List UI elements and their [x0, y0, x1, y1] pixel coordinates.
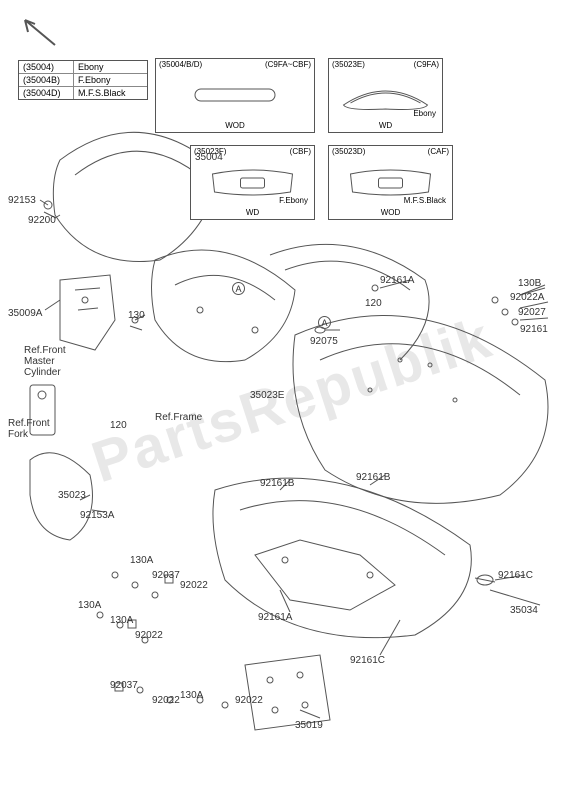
- callout-label: 92022A: [510, 292, 544, 303]
- callout-label: 130A: [78, 600, 101, 611]
- variant-left-code: (35023D): [332, 147, 365, 156]
- callout-label: 92037: [110, 680, 138, 691]
- callout-label: 92161C: [498, 570, 533, 581]
- variant-box: (35023D) (CAF) M.F.S.Black WOD: [328, 145, 453, 220]
- callout-label: A: [318, 316, 331, 329]
- callout-label: 92161B: [356, 472, 390, 483]
- variant-box: (35023E) (C9FA) Ebony WD: [328, 58, 443, 133]
- variant-bottom-label: WD: [329, 120, 442, 131]
- variant-shape: [156, 70, 314, 120]
- callout-label: 92022: [135, 630, 163, 641]
- callout-label: 92200: [28, 215, 56, 226]
- variant-right-code: (C9FA): [414, 60, 439, 69]
- callout-label: 92022: [235, 695, 263, 706]
- variant-left-code: (35004/B/D): [159, 60, 202, 69]
- callout-label: 92027: [518, 307, 546, 318]
- variant-right-code: (C9FA~CBF): [265, 60, 311, 69]
- legend-desc: M.F.S.Black: [74, 87, 130, 99]
- variant-bottom-label: WD: [191, 207, 314, 218]
- variant-left-code: (35023E): [332, 60, 365, 69]
- legend-desc: Ebony: [74, 61, 108, 73]
- callout-label: 35004: [195, 152, 223, 163]
- variant-color-label: M.F.S.Black: [404, 196, 446, 205]
- legend-code: (35004D): [19, 87, 74, 99]
- callout-label: 92161A: [380, 275, 414, 286]
- callout-label: 92161C: [350, 655, 385, 666]
- legend-code: (35004B): [19, 74, 74, 86]
- variant-color-label: F.Ebony: [279, 196, 308, 205]
- legend-desc: F.Ebony: [74, 74, 115, 86]
- callout-label: 92037: [152, 570, 180, 581]
- callout-label: 92161B: [260, 478, 294, 489]
- callout-label: Ref.Front Fork: [8, 418, 68, 440]
- callout-label: Ref.Frame: [155, 412, 202, 423]
- callout-label: 130A: [130, 555, 153, 566]
- callout-label: 35019: [295, 720, 323, 731]
- callout-label: 92161: [520, 324, 548, 335]
- legend-code: (35004): [19, 61, 74, 73]
- variant-bottom-label: WOD: [156, 120, 314, 131]
- callout-label: 130B: [518, 278, 541, 289]
- callout-label: 92075: [310, 336, 338, 347]
- callout-label: 120: [110, 420, 127, 431]
- callout-label: 35023E: [250, 390, 284, 401]
- variant-color-label: Ebony: [413, 109, 436, 118]
- callout-label: 130A: [180, 690, 203, 701]
- legend-table: (35004) Ebony (35004B) F.Ebony (35004D) …: [18, 60, 148, 100]
- callout-label: 92161A: [258, 612, 292, 623]
- callout-label: 92022: [152, 695, 180, 706]
- callout-label: 35034: [510, 605, 538, 616]
- variant-right-code: (CAF): [428, 147, 449, 156]
- callout-label: 130: [128, 310, 145, 321]
- callout-label: 130A: [110, 615, 133, 626]
- callout-label: 35023: [58, 490, 86, 501]
- callout-label: Ref.Front Master Cylinder: [24, 345, 84, 378]
- callout-label: A: [232, 282, 245, 295]
- variant-box: (35004/B/D) (C9FA~CBF) WOD: [155, 58, 315, 133]
- legend-row: (35004B) F.Ebony: [19, 74, 147, 87]
- callout-label: 120: [365, 298, 382, 309]
- callout-label: 92153A: [80, 510, 114, 521]
- legend-row: (35004D) M.F.S.Black: [19, 87, 147, 99]
- variant-bottom-label: WOD: [329, 207, 452, 218]
- legend-row: (35004) Ebony: [19, 61, 147, 74]
- variant-right-code: (CBF): [290, 147, 311, 156]
- callout-label: 35009A: [8, 308, 42, 319]
- callout-label: 92153: [8, 195, 36, 206]
- callout-label: 92022: [180, 580, 208, 591]
